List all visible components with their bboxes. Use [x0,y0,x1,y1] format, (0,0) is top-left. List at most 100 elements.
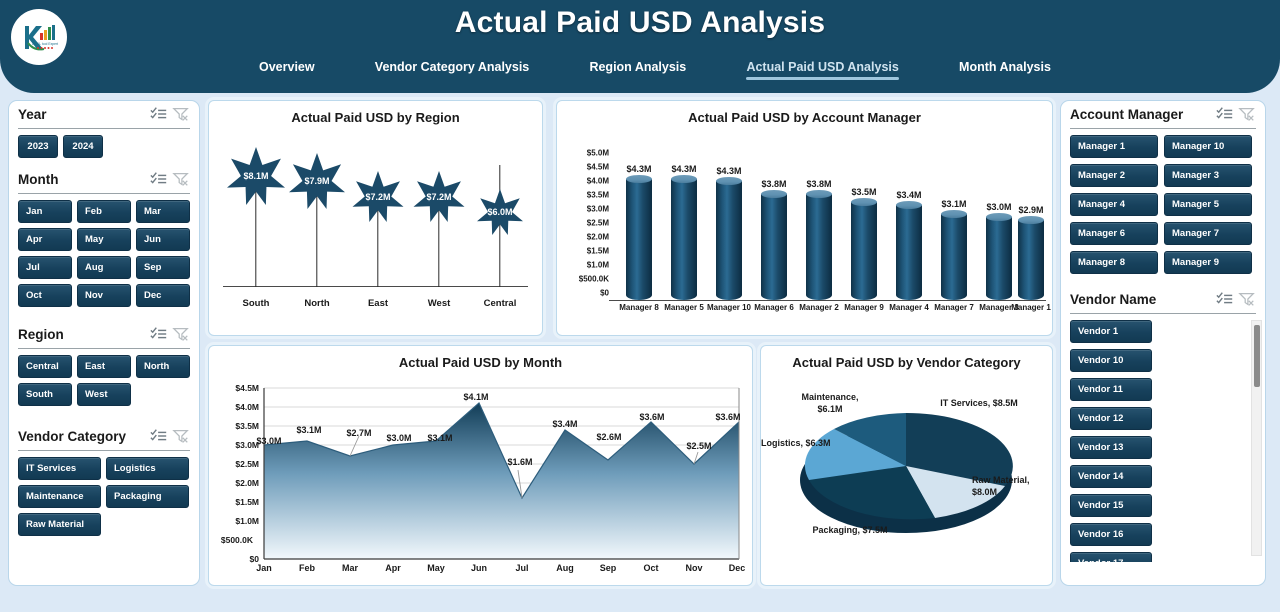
chip-manager-3[interactable]: Manager 3 [1164,164,1252,187]
chip-manager-8[interactable]: Manager 8 [1070,251,1158,274]
chip-vendor-15[interactable]: Vendor 15 [1070,494,1152,517]
chip-month-jan[interactable]: Jan [18,200,72,223]
vendor-name-scrollbar[interactable] [1251,320,1262,556]
clear-filter-icon[interactable] [1238,106,1256,122]
ytick: $2.0M [235,478,259,488]
clear-filter-icon[interactable] [172,171,190,187]
bar-manager-5[interactable]: $4.3M Manager 5 [662,125,706,312]
clear-filter-icon[interactable] [1238,291,1256,307]
chip-month-oct[interactable]: Oct [18,284,72,307]
chip-month-apr[interactable]: Apr [18,228,72,251]
bar-manager-7[interactable]: $3.1M Manager 7 [932,125,976,312]
chip-vendor-category-it-services[interactable]: IT Services [18,457,101,480]
filter-header-month: Month [9,166,199,192]
chip-vendor-16[interactable]: Vendor 16 [1070,523,1152,546]
tab-vendor-category-analysis[interactable]: Vendor Category Analysis [374,60,530,74]
chip-vendor-11[interactable]: Vendor 11 [1070,378,1152,401]
point-value-mar: $2.7M [346,428,372,438]
select-all-icon[interactable] [150,106,168,122]
filter-title-year: Year [18,106,47,122]
bar-manager-3[interactable]: $3.0M Manager 3 [977,125,1021,312]
chip-manager-2[interactable]: Manager 2 [1070,164,1158,187]
bar-label: Manager 2 [799,303,839,312]
chip-vendor-category-logistics[interactable]: Logistics [106,457,189,480]
filter-chips-month: Jan Feb Mar Apr May Jun Jul Aug Sep Oct … [9,200,199,315]
chip-vendor-14[interactable]: Vendor 14 [1070,465,1152,488]
main-nav: Overview Vendor Category Analysis Region… [255,58,1055,80]
chip-year-2024[interactable]: 2024 [63,135,103,158]
chip-vendor-1[interactable]: Vendor 1 [1070,320,1152,343]
filter-chips-year: 2023 2024 [9,135,199,166]
vendor-name-scrollbar-thumb[interactable] [1254,325,1260,387]
tab-overview[interactable]: Overview [259,60,315,74]
ytick: $3.0M [586,204,609,214]
tab-region-analysis[interactable]: Region Analysis [589,60,687,74]
region-axis-line [223,285,528,287]
bar-manager-9[interactable]: $3.5M Manager 9 [842,125,886,312]
chip-region-central[interactable]: Central [18,355,72,378]
bar-manager-4[interactable]: $3.4M Manager 4 [887,125,931,312]
chip-region-south[interactable]: South [18,383,72,406]
filter-title-region: Region [18,326,64,342]
chip-month-aug[interactable]: Aug [77,256,131,279]
clear-filter-icon[interactable] [172,326,190,342]
pie-label-maintenance: Maintenance, $6.1M [801,392,859,414]
chip-month-mar[interactable]: Mar [136,200,190,223]
select-all-icon[interactable] [150,171,168,187]
chip-vendor-12[interactable]: Vendor 12 [1070,407,1152,430]
clear-filter-icon[interactable] [172,106,190,122]
bar-manager-1[interactable]: $2.9M Manager 1 [1009,125,1053,312]
select-all-icon[interactable] [150,326,168,342]
chip-manager-5[interactable]: Manager 5 [1164,193,1252,216]
chip-region-west[interactable]: West [77,383,131,406]
clear-filter-icon[interactable] [172,428,190,444]
chip-month-sep[interactable]: Sep [136,256,190,279]
bar-value: $4.3M [626,164,652,174]
chip-manager-4[interactable]: Manager 4 [1070,193,1158,216]
ytick: $4.5M [586,162,609,172]
select-all-icon[interactable] [1216,291,1234,307]
bar-label: Manager 3 [979,303,1019,312]
chip-month-jul[interactable]: Jul [18,256,72,279]
chip-vendor-10[interactable]: Vendor 10 [1070,349,1152,372]
xtick-nov: Nov [685,563,703,573]
chip-vendor-17[interactable]: Vendor 17 [1070,552,1152,562]
filter-chips-account-manager: Manager 1 Manager 10 Manager 2 Manager 3… [1061,135,1265,282]
chip-month-nov[interactable]: Nov [77,284,131,307]
chip-month-jun[interactable]: Jun [136,228,190,251]
chip-month-feb[interactable]: Feb [77,200,131,223]
tab-month-analysis[interactable]: Month Analysis [959,60,1051,74]
divider [18,128,190,129]
chip-region-north[interactable]: North [136,355,190,378]
bar-label: Manager 1 [1011,303,1051,312]
bar-label: Manager 10 [706,303,752,312]
select-all-icon[interactable] [150,428,168,444]
bar-label: Manager 4 [889,303,929,312]
chip-vendor-category-maintenance[interactable]: Maintenance [18,485,101,508]
chip-manager-7[interactable]: Manager 7 [1164,222,1252,245]
region-label-central: Central [483,298,517,309]
chip-manager-9[interactable]: Manager 9 [1164,251,1252,274]
chip-year-2023[interactable]: 2023 [18,135,58,158]
account-manager-chart-plot: $5.0M $4.5M $4.0M $3.5M $3.0M $2.5M $2.0… [557,125,1052,330]
bar-manager-8[interactable]: $4.3M Manager 8 [617,125,661,312]
bar-manager-10[interactable]: $4.3M Manager 10 [707,125,751,312]
chip-month-may[interactable]: May [77,228,131,251]
chip-manager-6[interactable]: Manager 6 [1070,222,1158,245]
xtick-jun: Jun [470,563,488,573]
pie-svg [800,412,1013,533]
chip-month-dec[interactable]: Dec [136,284,190,307]
chip-region-east[interactable]: East [77,355,131,378]
chart-title-account-manager: Actual Paid USD by Account Manager [688,110,921,125]
bar-manager-6[interactable]: $3.8M Manager 6 [752,125,796,312]
tab-actual-paid-usd-analysis[interactable]: Actual Paid USD Analysis [742,58,902,80]
chip-manager-10[interactable]: Manager 10 [1164,135,1252,158]
chip-vendor-13[interactable]: Vendor 13 [1070,436,1152,459]
select-all-icon[interactable] [1216,106,1234,122]
xtick-oct: Oct [643,563,659,573]
chip-manager-1[interactable]: Manager 1 [1070,135,1158,158]
chip-vendor-category-raw-material[interactable]: Raw Material [18,513,101,536]
chip-vendor-category-packaging[interactable]: Packaging [106,485,189,508]
bar-manager-2[interactable]: $3.8M Manager 2 [797,125,841,312]
